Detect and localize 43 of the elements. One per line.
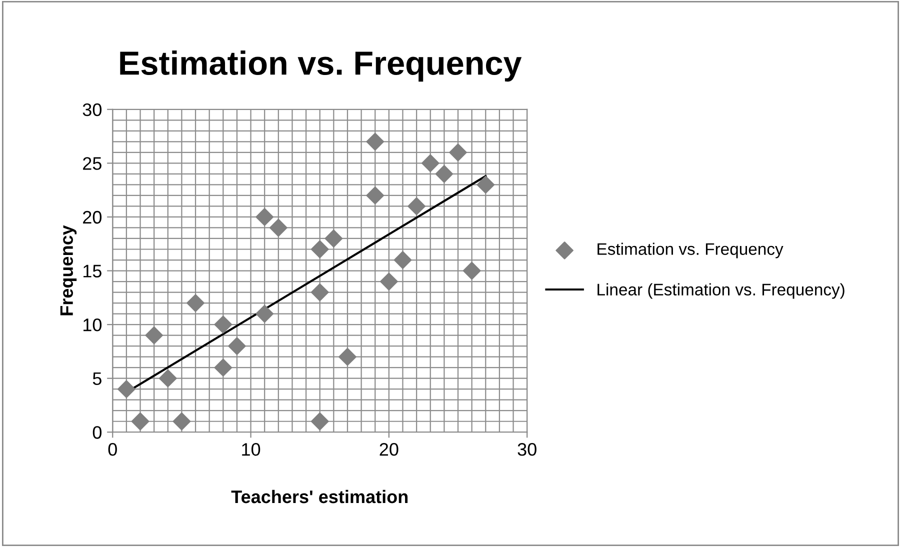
- point: [214, 358, 232, 376]
- y-tick-label: 20: [83, 210, 102, 224]
- x-tick-label: 20: [380, 443, 398, 456]
- y-tick-label: 15: [84, 264, 102, 278]
- point: [310, 240, 329, 258]
- point: [366, 186, 384, 204]
- point: [310, 283, 329, 302]
- point: [476, 176, 495, 194]
- legend-label: Estimation vs. Frequency: [598, 242, 784, 258]
- point: [256, 304, 274, 323]
- point: [158, 369, 177, 388]
- chart-title: Estimation vs. Frequency: [120, 50, 522, 82]
- y-axis-title: Frequency: [60, 225, 77, 316]
- x-tick-label: 10: [242, 443, 260, 456]
- y-tick-label: 30: [82, 103, 102, 116]
- y-tick-label: 10: [84, 318, 102, 332]
- y-tick-label: 25: [83, 157, 102, 170]
- point: [228, 337, 246, 355]
- point: [462, 262, 481, 280]
- point: [131, 412, 150, 430]
- point: [214, 316, 232, 334]
- y-tick-label: 5: [92, 372, 102, 386]
- x-tick-label: 30: [518, 443, 536, 456]
- point: [435, 165, 454, 183]
- point: [394, 251, 412, 269]
- point: [449, 144, 467, 162]
- x-axis-title: Teachers' estimation: [231, 490, 408, 504]
- point: [408, 197, 426, 216]
- point: [338, 348, 356, 366]
- point: [421, 154, 440, 172]
- y-tick-label: 0: [92, 426, 102, 439]
- point: [145, 326, 163, 344]
- point: [380, 272, 398, 290]
- legend-label: Linear (Estimation vs. Frequency): [598, 283, 844, 299]
- point: [172, 412, 191, 430]
- point: [118, 380, 136, 398]
- point: [366, 132, 384, 151]
- point: [269, 218, 288, 237]
- point: [256, 208, 274, 226]
- point: [310, 412, 329, 430]
- point: [324, 230, 343, 248]
- point: [186, 294, 204, 312]
- x-tick-label: 0: [108, 443, 117, 456]
